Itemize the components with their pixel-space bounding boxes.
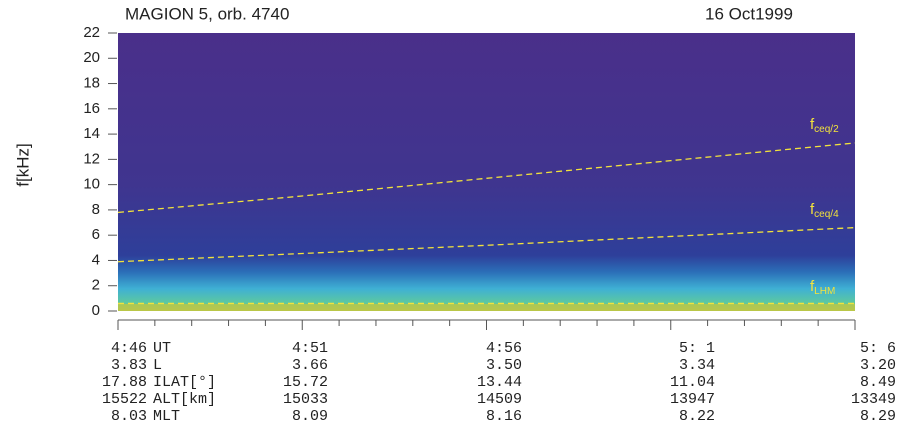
spectrogram-low-band	[118, 304, 855, 311]
ephemeris-label: MLT	[153, 408, 180, 425]
ephemeris-value: 15.72	[283, 374, 328, 391]
y-tick-label: 10	[83, 176, 100, 193]
line-label-name: f	[810, 201, 815, 218]
line-label-subscript: ceq/2	[814, 124, 839, 135]
line-label-name: f	[810, 278, 815, 295]
ephemeris-value: 3.20	[860, 357, 896, 374]
line-label-subscript: LHM	[814, 286, 835, 297]
ephemeris-value: 15522	[102, 391, 147, 408]
ephemeris-label: ALT[km]	[153, 391, 216, 408]
ephemeris-value: 3.66	[292, 357, 328, 374]
chart-date: 16 Oct1999	[705, 4, 793, 23]
y-tick-label: 22	[83, 24, 100, 41]
y-tick-label: 6	[92, 226, 100, 243]
ephemeris-value: 13349	[851, 391, 896, 408]
ephemeris-value: 8.22	[679, 408, 715, 425]
ephemeris-label: ILAT[°]	[153, 374, 216, 391]
ephemeris-value: 4:51	[292, 340, 328, 357]
ephemeris-value: 8.03	[111, 408, 147, 425]
ephemeris-value: 3.34	[679, 357, 715, 374]
dashed-line	[117, 142, 856, 214]
line-label-name: f	[810, 116, 815, 133]
y-axis-label: f[kHz]	[13, 143, 32, 186]
line-label-subscript: ceq/4	[814, 209, 839, 220]
y-tick-label: 18	[83, 75, 100, 92]
ephemeris-value: 13.44	[477, 374, 522, 391]
line-label: fceq/4	[810, 201, 839, 220]
y-tick-label: 0	[92, 302, 100, 319]
ephemeris-value: 15033	[283, 391, 328, 408]
y-tick-label: 14	[83, 125, 100, 142]
ephemeris-value: 13947	[670, 391, 715, 408]
y-tick-label: 4	[92, 251, 100, 268]
ephemeris-value: 4:46	[111, 340, 147, 357]
ephemeris-value: 5: 6	[860, 340, 896, 357]
chart-title: MAGION 5, orb. 4740	[125, 4, 289, 23]
spectrogram-background	[118, 33, 855, 311]
ephemeris-value: 5: 1	[679, 340, 715, 357]
y-tick-label: 8	[92, 201, 100, 218]
y-tick-label: 12	[83, 150, 100, 167]
ephemeris-value: 3.50	[486, 357, 522, 374]
y-tick-label: 20	[83, 49, 100, 66]
ephemeris-value: 8.49	[860, 374, 896, 391]
ephemeris-value: 4:56	[486, 340, 522, 357]
ephemeris-value: 14509	[477, 391, 522, 408]
y-tick-label: 16	[83, 100, 100, 117]
y-tick-label: 2	[92, 277, 100, 294]
ephemeris-value: 8.29	[860, 408, 896, 425]
ephemeris-value: 11.04	[670, 374, 715, 391]
ephemeris-value: 3.83	[111, 357, 147, 374]
ephemeris-value: 17.88	[102, 374, 147, 391]
dashed-line	[117, 226, 856, 263]
ephemeris-label: UT	[153, 340, 171, 357]
line-label: fLHM	[810, 278, 835, 297]
ephemeris-label: L	[153, 357, 162, 374]
ephemeris-value: 8.16	[486, 408, 522, 425]
line-label: fceq/2	[810, 116, 839, 135]
ephemeris-value: 8.09	[292, 408, 328, 425]
